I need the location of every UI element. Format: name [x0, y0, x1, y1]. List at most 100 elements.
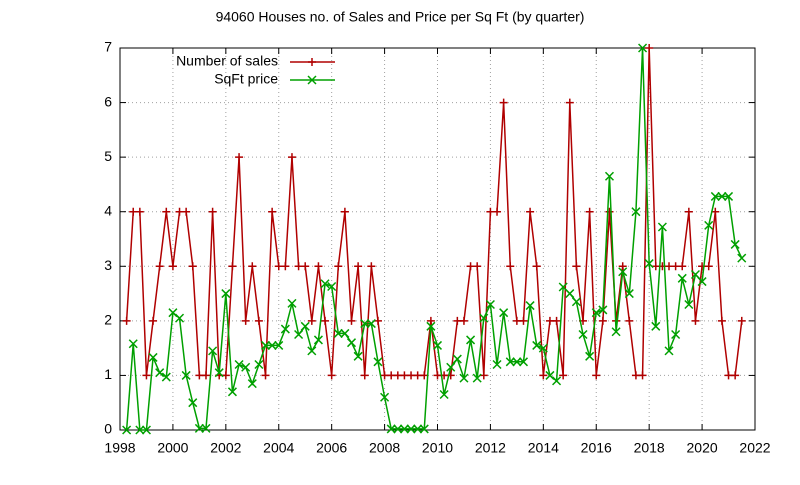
data-point — [625, 316, 634, 325]
data-point — [227, 387, 237, 397]
data-point — [142, 371, 151, 380]
y-tick-label: 1 — [104, 366, 112, 382]
data-point — [724, 191, 734, 201]
data-point — [737, 253, 747, 263]
data-point — [473, 262, 482, 271]
x-tick-label: 2012 — [475, 440, 506, 456]
data-point — [439, 389, 449, 400]
data-point — [373, 357, 383, 367]
data-point — [505, 357, 515, 367]
data-point — [148, 352, 158, 362]
data-point — [572, 262, 581, 271]
data-point — [135, 207, 144, 216]
legend-marker — [308, 58, 316, 66]
data-point — [684, 299, 694, 310]
data-point — [638, 371, 647, 380]
data-point — [373, 316, 382, 325]
data-point — [492, 359, 502, 370]
data-point — [307, 316, 316, 325]
data-point — [234, 359, 244, 370]
data-point — [518, 357, 529, 367]
y-tick-label: 3 — [104, 257, 112, 273]
x-tick-label: 2014 — [528, 440, 559, 456]
data-point — [525, 301, 535, 311]
data-point — [354, 262, 363, 271]
data-point — [512, 357, 522, 367]
data-point — [235, 153, 244, 162]
data-point — [300, 321, 310, 331]
data-point — [267, 340, 277, 350]
legend-marker — [307, 75, 317, 85]
data-point — [194, 423, 204, 433]
data-point — [664, 346, 674, 356]
data-point — [168, 308, 178, 318]
data-point — [268, 207, 277, 216]
y-tick-label: 7 — [104, 39, 112, 55]
data-point — [459, 373, 469, 383]
data-point — [552, 316, 561, 325]
plot-frame — [119, 47, 756, 431]
data-point — [334, 262, 343, 271]
data-point — [321, 316, 330, 325]
x-tick-label: 2016 — [581, 440, 612, 456]
data-point — [314, 262, 323, 271]
data-point — [690, 269, 700, 280]
data-point — [446, 362, 456, 372]
data-point — [717, 316, 726, 325]
data-point — [241, 362, 251, 372]
data-point — [333, 328, 343, 338]
x-tick-label: 2018 — [634, 440, 665, 456]
data-point — [426, 316, 435, 325]
data-point — [228, 262, 237, 271]
data-point — [459, 316, 468, 325]
data-point — [624, 289, 634, 299]
data-point — [717, 191, 727, 201]
data-point — [367, 262, 376, 271]
data-point — [274, 340, 284, 350]
data-point — [545, 370, 555, 380]
data-point — [346, 338, 357, 348]
data-point — [347, 316, 356, 325]
legend-label: Number of sales — [176, 53, 278, 69]
data-point — [711, 207, 720, 216]
data-point — [340, 207, 349, 216]
y-tick-label: 6 — [104, 93, 112, 109]
data-point — [452, 354, 462, 364]
data-point — [419, 424, 429, 434]
y-tick-label: 0 — [104, 421, 112, 437]
data-point — [353, 351, 363, 361]
data-point — [532, 262, 541, 271]
data-point — [188, 262, 197, 271]
data-point — [631, 207, 641, 217]
data-point — [657, 222, 667, 232]
data-point — [155, 368, 165, 378]
data-point — [141, 425, 151, 435]
data-point — [519, 316, 528, 325]
data-point — [366, 319, 376, 329]
data-point — [571, 297, 581, 307]
data-point — [175, 313, 185, 323]
data-point — [399, 424, 409, 434]
data-point — [565, 98, 574, 107]
x-tick-label: 2020 — [687, 440, 718, 456]
data-point — [651, 321, 661, 331]
data-point — [135, 425, 145, 435]
data-point — [618, 267, 628, 277]
data-point — [287, 153, 296, 162]
data-point — [413, 424, 423, 434]
data-point — [260, 340, 271, 350]
data-point — [466, 335, 476, 345]
data-point — [248, 262, 257, 271]
data-point — [406, 424, 416, 434]
x-tick-label: 2022 — [739, 440, 770, 456]
data-point — [280, 324, 290, 334]
data-point — [638, 43, 648, 53]
data-point — [161, 372, 171, 382]
data-point — [591, 308, 601, 318]
data-point — [307, 346, 317, 356]
data-point — [320, 279, 330, 289]
data-point — [479, 313, 489, 323]
data-point — [552, 376, 562, 386]
data-point — [472, 373, 482, 383]
